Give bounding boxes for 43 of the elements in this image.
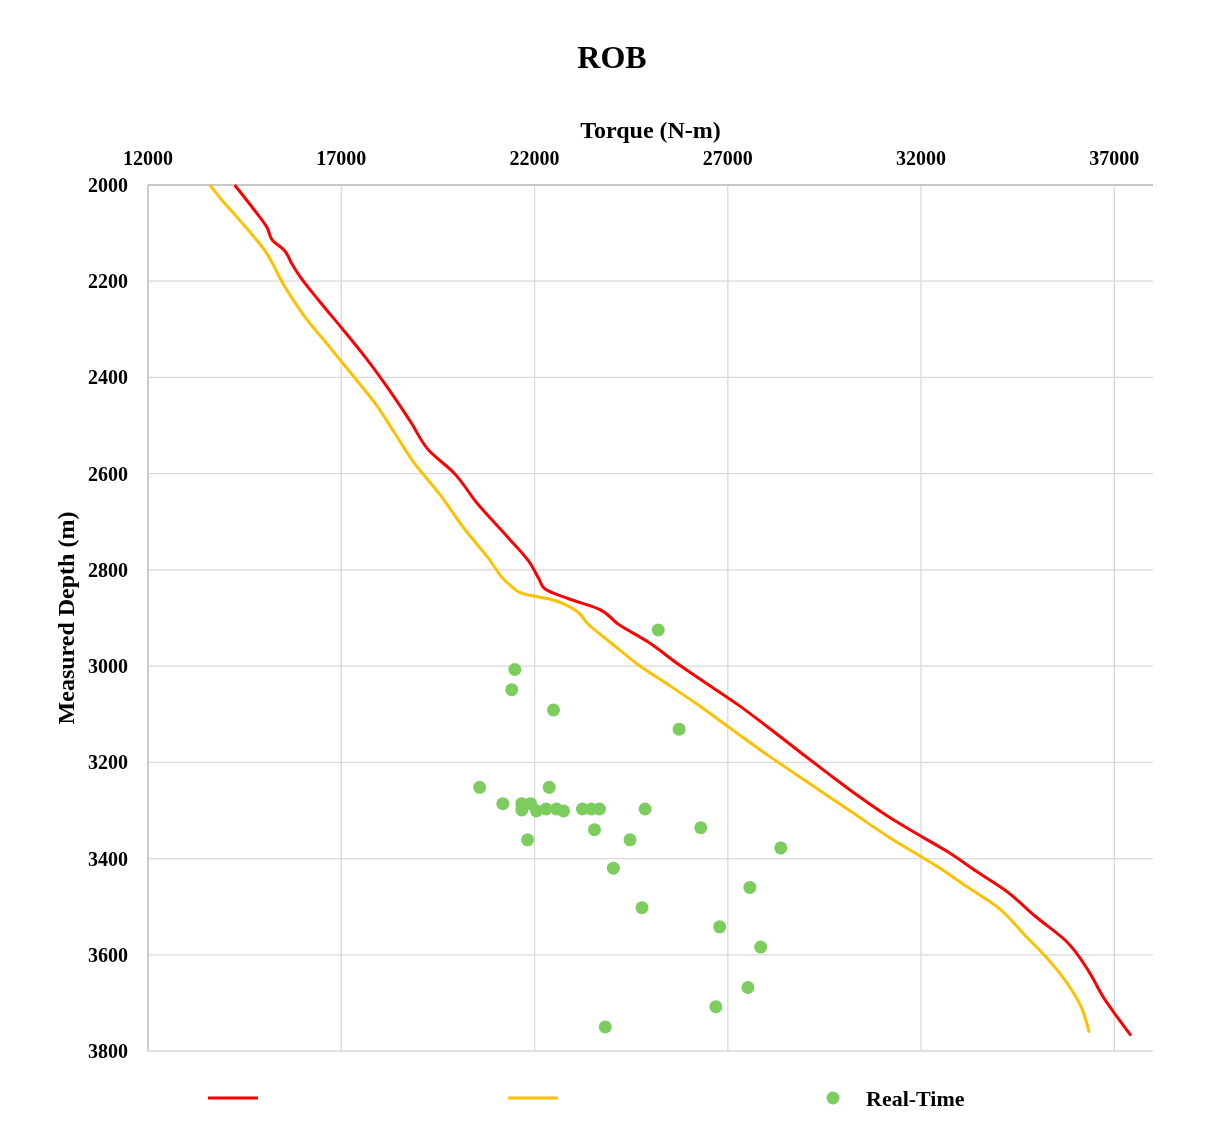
y-tick-label: 2600: [88, 462, 128, 485]
point: [713, 920, 727, 934]
point: [505, 683, 519, 697]
chart-title: ROB: [577, 39, 647, 75]
y-tick-label: 2400: [88, 366, 128, 389]
x-tick-label: 12000: [123, 147, 173, 169]
point: [546, 703, 560, 717]
x-tick-label: 17000: [316, 147, 367, 169]
point: [672, 722, 686, 736]
x-axis-title: Torque (N-m): [580, 117, 721, 143]
point: [587, 823, 601, 837]
y-tick-label: 3600: [88, 943, 128, 966]
point: [542, 780, 556, 794]
point: [557, 804, 571, 818]
point: [606, 861, 620, 875]
point: [743, 880, 757, 894]
point: [508, 662, 522, 676]
point: [741, 980, 755, 994]
legend-label: Real-Time: [866, 1085, 965, 1111]
point: [638, 802, 652, 816]
point: [521, 833, 535, 847]
y-tick-label: 2800: [88, 558, 128, 581]
x-tick-label: 22000: [509, 147, 560, 169]
point: [635, 901, 649, 915]
y-axis-title: Measured Depth (m): [53, 511, 79, 725]
point: [496, 797, 510, 811]
y-tick-label: 3200: [88, 751, 128, 774]
y-tick-label: 3800: [88, 1040, 128, 1062]
point: [709, 1000, 723, 1014]
y-tick-label: 3400: [88, 847, 128, 870]
point: [754, 940, 768, 954]
x-tick-label: 37000: [1089, 147, 1140, 169]
point: [598, 1020, 612, 1034]
point: [623, 833, 637, 847]
y-tick-label: 3000: [88, 655, 128, 678]
y-tick-label: 2200: [88, 270, 128, 293]
point: [774, 841, 788, 855]
point: [651, 623, 665, 637]
point: [694, 821, 708, 835]
x-tick-label: 32000: [896, 147, 947, 169]
x-tick-label: 27000: [702, 147, 753, 169]
y-tick-label: 2000: [88, 174, 128, 196]
point: [473, 780, 487, 794]
